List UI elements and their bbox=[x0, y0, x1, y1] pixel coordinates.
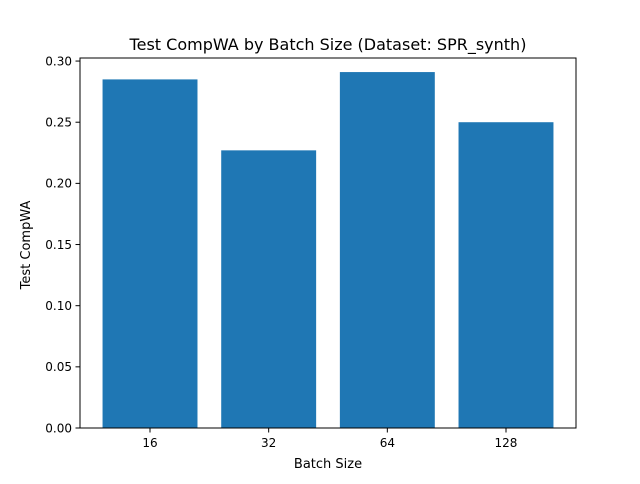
plot-frame bbox=[79, 57, 577, 429]
y-tick-label-1: 0.05 bbox=[45, 360, 72, 374]
bar-32 bbox=[221, 150, 317, 428]
axes-layer: 16 32 64 128 0.00 0.05 0.10 0.15 0.20 0.25 0.30 bbox=[45, 54, 577, 450]
y-tick-label-0: 0.00 bbox=[45, 421, 72, 435]
y-tick-label-6: 0.30 bbox=[45, 54, 72, 68]
bar-128 bbox=[458, 122, 554, 429]
x-tick-label-32: 32 bbox=[261, 436, 276, 450]
bar-64 bbox=[339, 72, 435, 428]
y-tick-label-3: 0.15 bbox=[45, 238, 72, 252]
y-axis-label: Test CompWA bbox=[19, 201, 34, 291]
bar-16 bbox=[102, 79, 198, 429]
bars-layer bbox=[102, 72, 554, 429]
x-tick-label-64: 64 bbox=[380, 436, 395, 450]
y-tick-label-2: 0.10 bbox=[45, 299, 72, 313]
y-tick-label-5: 0.25 bbox=[45, 116, 72, 130]
x-tick-label-128: 128 bbox=[495, 436, 518, 450]
x-tick-label-16: 16 bbox=[142, 436, 157, 450]
y-tick-label-4: 0.20 bbox=[45, 177, 72, 191]
chart-title: Test CompWA by Batch Size (Dataset: SPR_… bbox=[129, 35, 527, 55]
x-axis-label: Batch Size bbox=[294, 457, 362, 472]
